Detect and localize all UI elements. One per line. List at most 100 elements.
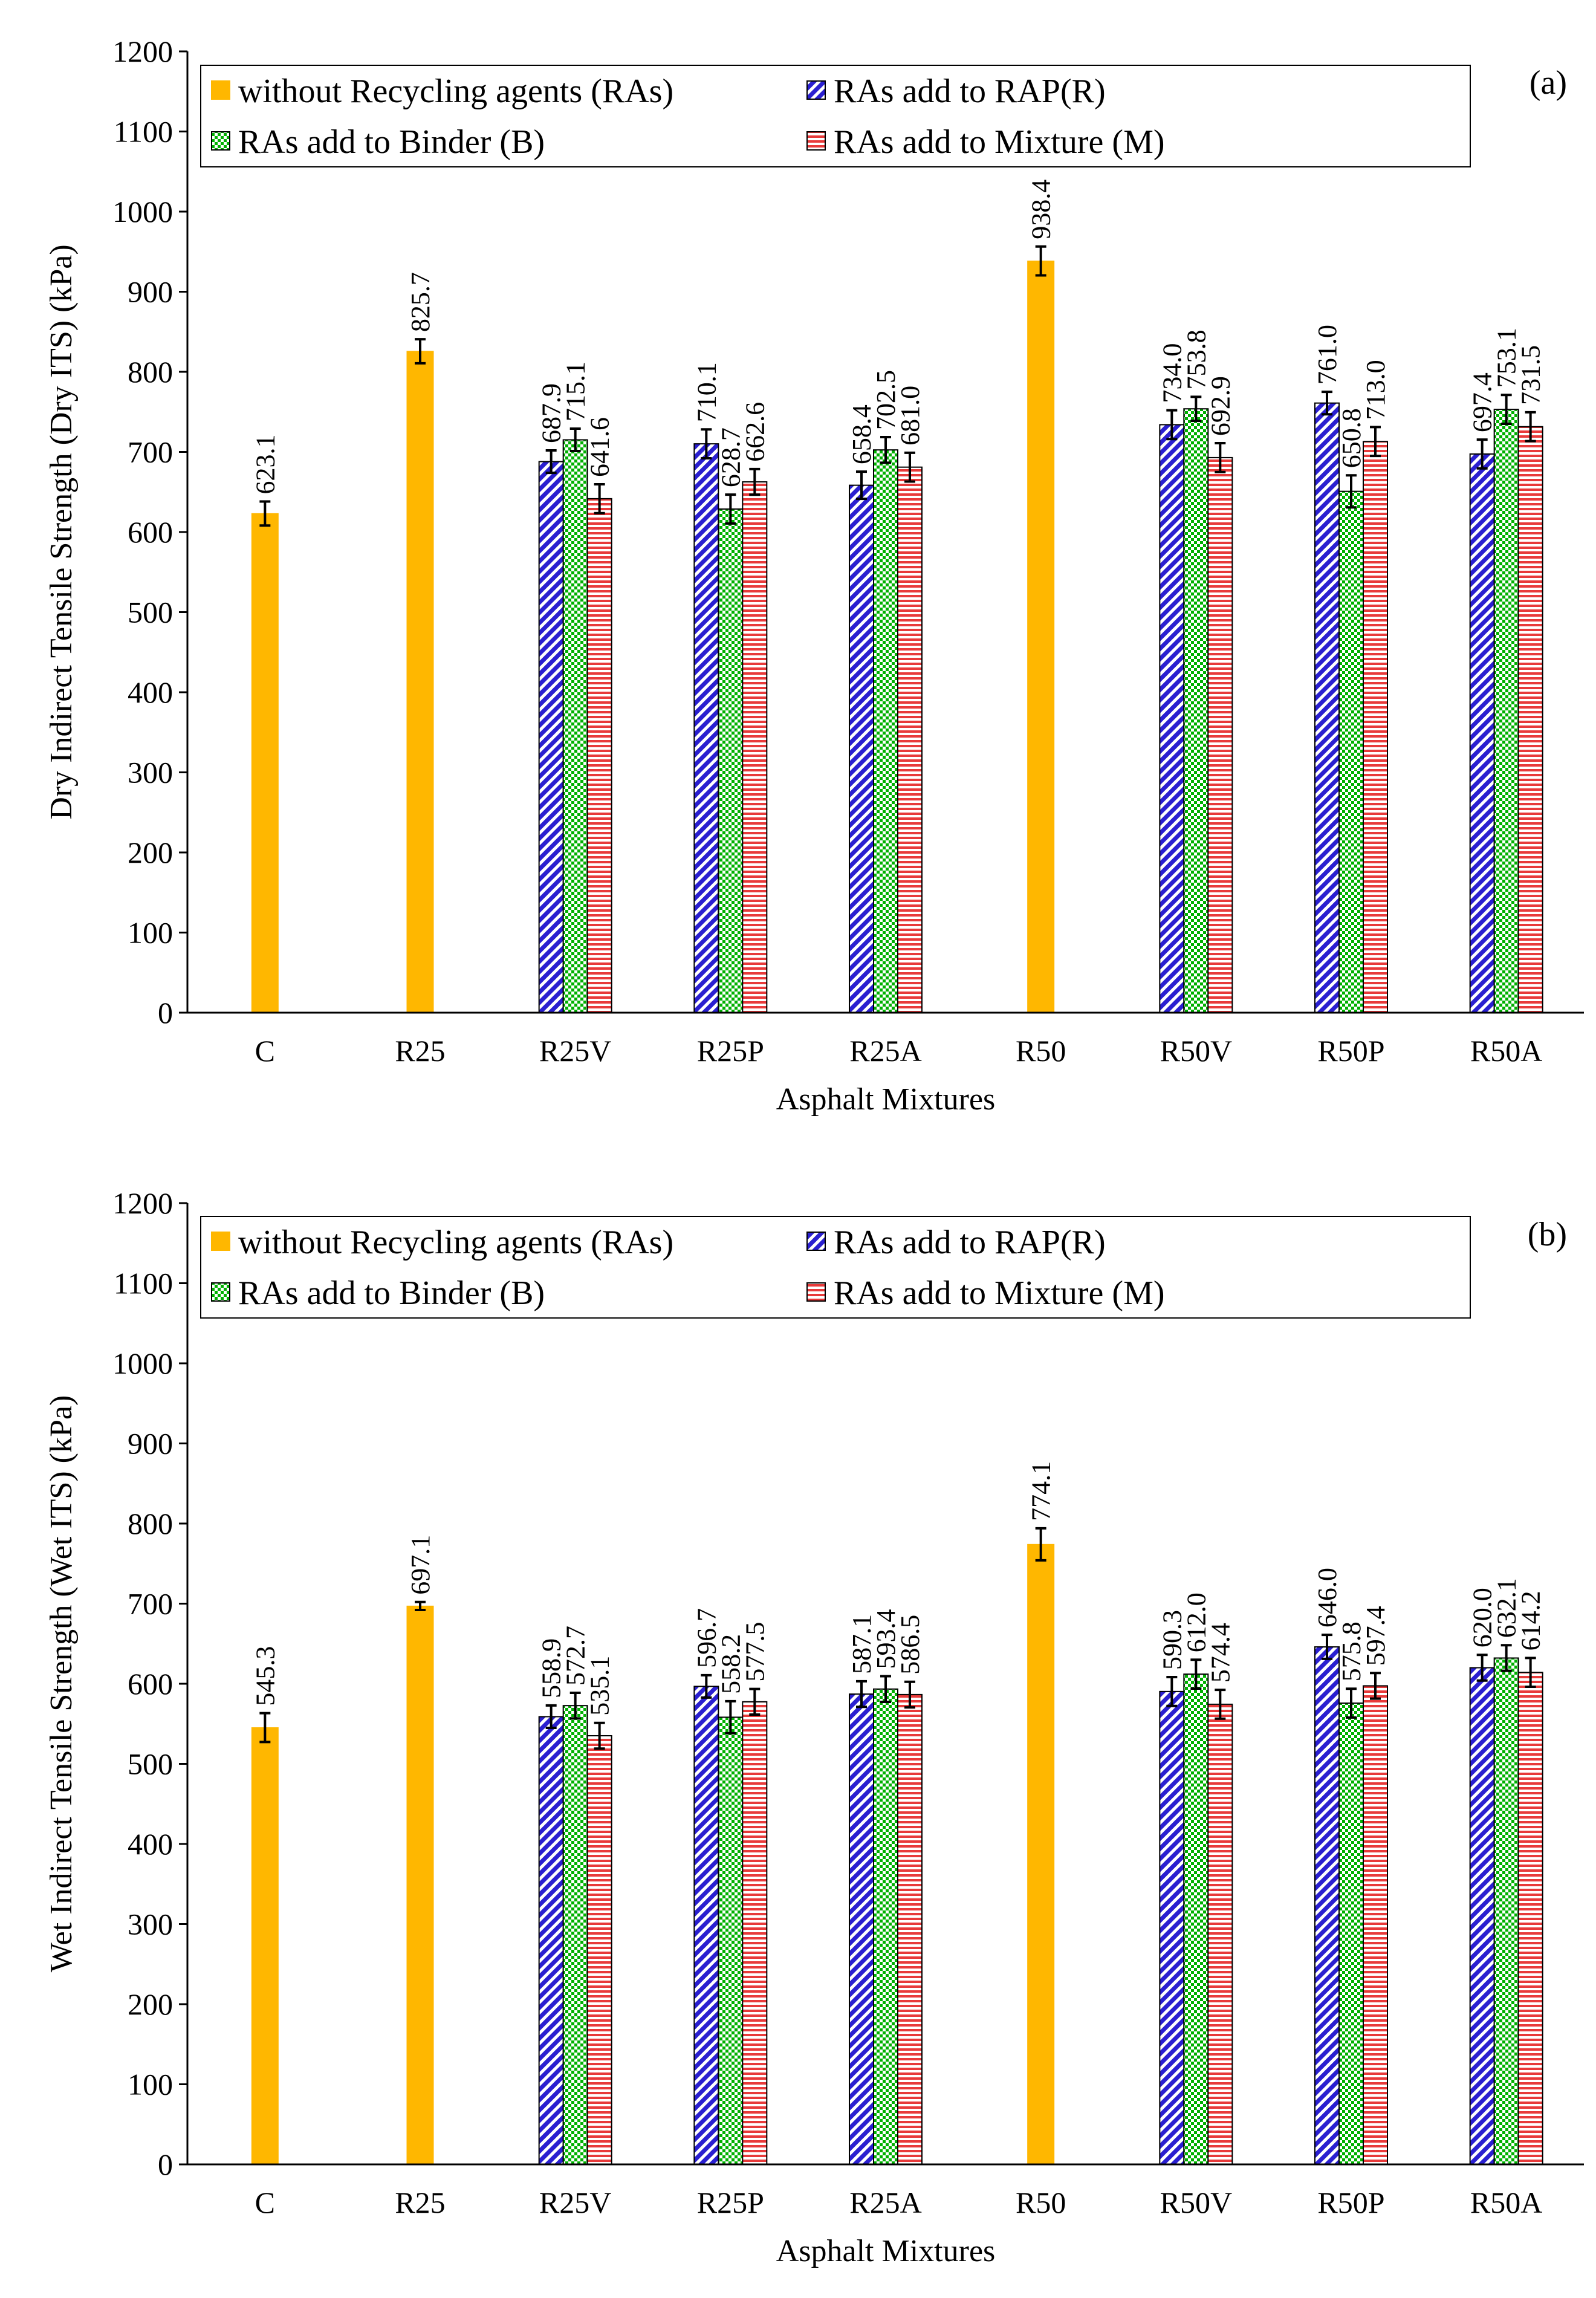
bar-r50a-binder <box>1494 1658 1519 2164</box>
legend-item-rap: RAs add to RAP(R) <box>834 73 1106 110</box>
bar-r25-none <box>407 351 433 1013</box>
x-axis-title: Asphalt Mixtures <box>776 1082 996 1117</box>
legend-item-rap-swatch <box>807 1232 825 1250</box>
legend-item-without-ras-swatch <box>212 1232 230 1250</box>
bar-r50a-mix <box>1519 427 1543 1013</box>
data-label: 574.4 <box>1205 1623 1235 1683</box>
y-tick-label: 1100 <box>114 1267 173 1300</box>
bar-r50-none <box>1028 1544 1054 2164</box>
x-tick-label: R25A <box>849 1034 921 1068</box>
bar-r50p-binder <box>1339 492 1363 1013</box>
bar-r25-none <box>407 1606 433 2164</box>
panel-label: (b) <box>1528 1216 1567 1253</box>
y-tick-label: 400 <box>128 675 173 709</box>
y-tick-label: 500 <box>128 596 173 629</box>
data-label: 710.1 <box>692 362 721 422</box>
legend-item-mixture: RAs add to Mixture (M) <box>834 1274 1165 1312</box>
bar-r25v-mix <box>588 499 612 1013</box>
bar-r25p-rap <box>694 444 718 1013</box>
data-label: 597.4 <box>1361 1606 1390 1666</box>
bar-r50v-rap <box>1160 424 1184 1013</box>
data-label: 623.1 <box>250 435 280 495</box>
legend-item-binder-swatch <box>212 1283 230 1301</box>
data-label: 774.1 <box>1027 1461 1056 1521</box>
y-tick-label: 700 <box>128 435 173 469</box>
bar-r25v-binder <box>563 440 588 1013</box>
x-axis-title: Asphalt Mixtures <box>776 2234 996 2268</box>
y-tick-label: 500 <box>128 1747 173 1781</box>
bar-r25a-rap <box>849 485 874 1013</box>
data-label: 646.0 <box>1312 1568 1342 1628</box>
bar-c-none <box>251 1727 278 2164</box>
data-label: 715.1 <box>561 362 591 421</box>
y-tick-label: 800 <box>128 1507 173 1540</box>
bar-r50-none <box>1028 261 1054 1013</box>
x-tick-label: R50 <box>1016 2186 1066 2219</box>
data-label: 641.6 <box>585 417 615 477</box>
y-tick-label: 100 <box>128 2068 173 2102</box>
data-label: 761.0 <box>1312 325 1342 385</box>
legend-item-without-ras: without Recycling agents (RAs) <box>238 73 673 110</box>
x-tick-label: R25P <box>697 1034 764 1068</box>
legend-item-mixture-swatch <box>807 132 825 150</box>
x-tick-label: R25V <box>539 1034 611 1068</box>
bar-r25a-binder <box>874 450 898 1013</box>
legend-item-binder-swatch <box>212 132 230 150</box>
bar-r25a-rap <box>849 1694 874 2164</box>
y-axis-title: Dry Indirect Tensile Strength (Dry ITS) … <box>44 244 79 819</box>
bar-r50p-mix <box>1363 1686 1387 2164</box>
bar-r25p-binder <box>718 1717 742 2164</box>
y-tick-label: 300 <box>128 1907 173 1941</box>
bar-r25v-rap <box>539 462 563 1013</box>
y-tick-label: 0 <box>158 2147 173 2181</box>
bar-r25v-binder <box>563 1706 588 2164</box>
bar-r50p-rap <box>1315 1647 1339 2164</box>
x-tick-label: R50P <box>1317 1034 1384 1068</box>
x-tick-label: R50A <box>1470 1034 1542 1068</box>
bar-r50v-mix <box>1208 458 1232 1013</box>
y-tick-label: 200 <box>128 836 173 869</box>
bar-c-none <box>251 513 278 1013</box>
bar-r25p-mix <box>742 1702 767 2164</box>
bar-r50p-binder <box>1339 1703 1363 2164</box>
y-tick-label: 800 <box>128 355 173 389</box>
y-tick-label: 700 <box>128 1587 173 1621</box>
bar-r50a-mix <box>1519 1672 1543 2164</box>
bar-r50v-rap <box>1160 1692 1184 2164</box>
bar-r25v-rap <box>539 1716 563 2164</box>
y-tick-label: 1000 <box>112 195 173 229</box>
chart-a: 0 100 200 300 400 500 600 700 800 900 1000 1100 1200… <box>0 0 1596 1149</box>
data-label: 825.7 <box>406 272 435 332</box>
panel-label: (a) <box>1529 64 1567 102</box>
data-label: 938.4 <box>1027 180 1056 239</box>
legend-item-binder: RAs add to Binder (B) <box>238 123 545 161</box>
data-label: 697.1 <box>406 1535 435 1595</box>
data-label: 577.5 <box>740 1622 770 1682</box>
x-tick-label: R25A <box>849 2186 921 2219</box>
data-label: 713.0 <box>1361 360 1390 420</box>
y-tick-label: 1200 <box>112 1186 173 1220</box>
x-tick-label: C <box>255 1034 275 1068</box>
x-tick-label: R50P <box>1317 2186 1384 2219</box>
y-tick-label: 1200 <box>112 34 173 68</box>
y-tick-label: 200 <box>128 1987 173 2021</box>
bar-r25a-binder <box>874 1689 898 2164</box>
y-tick-label: 1100 <box>114 115 173 149</box>
y-tick-label: 600 <box>128 515 173 549</box>
bar-r50a-binder <box>1494 409 1519 1013</box>
legend-item-mixture: RAs add to Mixture (M) <box>834 123 1165 161</box>
y-tick-label: 100 <box>128 916 173 950</box>
y-tick-label: 900 <box>128 275 173 309</box>
x-tick-label: R50V <box>1160 1034 1232 1068</box>
y-axis-title: Wet Indirect Tensile Strength (Wet ITS) … <box>44 1395 79 1973</box>
bar-r25a-mix <box>898 1695 922 2164</box>
bar-r50v-binder <box>1184 409 1208 1013</box>
bar-r50p-rap <box>1315 403 1339 1013</box>
legend-item-rap: RAs add to RAP(R) <box>834 1224 1106 1261</box>
bar-r50v-binder <box>1184 1674 1208 2164</box>
data-label: 614.2 <box>1516 1591 1546 1650</box>
data-label: 545.3 <box>250 1646 280 1706</box>
x-tick-label: R25V <box>539 2186 611 2219</box>
bar-r25a-mix <box>898 467 922 1013</box>
bar-r25p-binder <box>718 509 742 1013</box>
